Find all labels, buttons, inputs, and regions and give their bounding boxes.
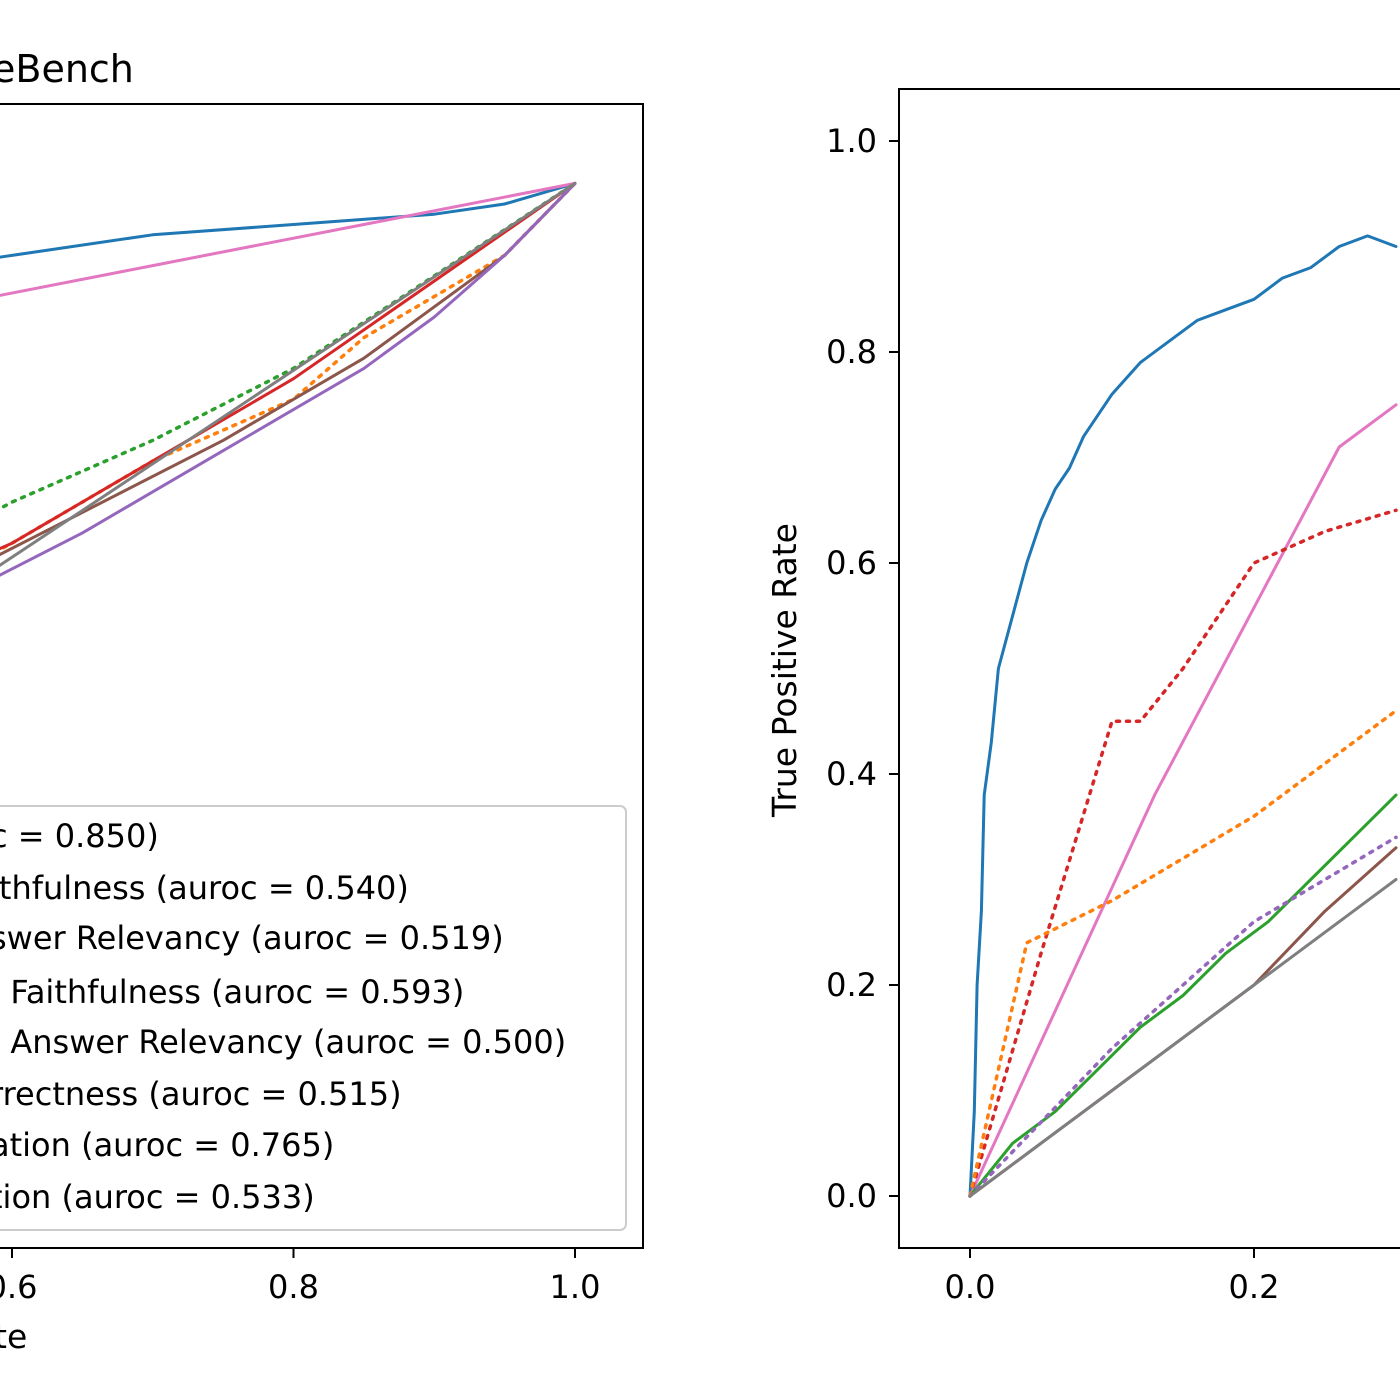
left-x-ticks: 0.6 0.8 1.0 bbox=[0, 1248, 600, 1306]
right-y-tick-label: 0.4 bbox=[826, 755, 877, 793]
left-series-pink bbox=[0, 181, 577, 297]
right-series-brown bbox=[968, 846, 1398, 1198]
left-series-red bbox=[0, 181, 577, 551]
legend-entry-8: tion (auroc = 0.533) bbox=[0, 1178, 315, 1216]
right-series-orange bbox=[968, 708, 1398, 1198]
left-series-purple bbox=[0, 181, 577, 577]
left-x-tick-label: 0.8 bbox=[268, 1268, 319, 1306]
legend: c = 0.850) ithfulness (auroc = 0.540) sw… bbox=[0, 805, 627, 1231]
left-series-gray-diagonal bbox=[0, 181, 577, 567]
right-series-pink bbox=[968, 403, 1398, 1198]
legend-entry-4: · Faithfulness (auroc = 0.593) bbox=[0, 973, 464, 1011]
right-x-ticks: 0.0 0.2 bbox=[945, 1248, 1280, 1306]
legend-entry-1: c = 0.850) bbox=[0, 817, 159, 855]
right-x-tick-label: 0.2 bbox=[1229, 1268, 1280, 1306]
right-y-tick-label: 0.0 bbox=[826, 1177, 877, 1215]
right-y-tick-label: 1.0 bbox=[826, 122, 877, 160]
legend-entry-3: swer Relevancy (auroc = 0.519) bbox=[0, 919, 504, 957]
left-x-tick-label: 1.0 bbox=[550, 1268, 601, 1306]
legend-box bbox=[0, 805, 627, 1231]
right-series-green bbox=[968, 793, 1398, 1198]
legend-entry-2: ithfulness (auroc = 0.540) bbox=[0, 869, 409, 907]
right-series-red bbox=[968, 508, 1398, 1198]
right-roc-chart: 0.0 0.2 0.0 0.2 0.4 0.6 0.8 1.0 True Positive … bbox=[765, 88, 1400, 1306]
left-series-green bbox=[0, 181, 577, 511]
chart-title: eBench bbox=[0, 47, 134, 91]
right-y-tick-label: 0.6 bbox=[826, 544, 877, 582]
left-roc-chart: eBench 0.6 0.8 1.0 te c = 0.850) ithfulnes… bbox=[0, 47, 644, 1356]
legend-entry-5: · Answer Relevancy (auroc = 0.500) bbox=[0, 1023, 566, 1061]
right-y-ticks: 0.0 0.2 0.4 0.6 0.8 1.0 bbox=[826, 122, 899, 1215]
right-y-axis-label: True Positive Rate bbox=[765, 523, 804, 818]
left-series-blue bbox=[0, 181, 577, 259]
right-y-tick-label: 0.2 bbox=[826, 966, 877, 1004]
right-series-group bbox=[968, 234, 1398, 1198]
right-y-tick-label: 0.8 bbox=[826, 333, 877, 371]
right-series-blue bbox=[968, 234, 1398, 1198]
right-series-purple bbox=[968, 835, 1398, 1198]
left-x-tick-label: 0.6 bbox=[0, 1268, 37, 1306]
left-series-group bbox=[0, 181, 577, 577]
legend-entry-7: ation (auroc = 0.765) bbox=[0, 1126, 334, 1164]
legend-entry-6: rrectness (auroc = 0.515) bbox=[0, 1075, 402, 1113]
right-series-gray-diagonal bbox=[968, 878, 1398, 1198]
left-plot-frame bbox=[0, 103, 644, 1249]
right-x-tick-label: 0.0 bbox=[945, 1268, 996, 1306]
left-series-orange bbox=[0, 181, 577, 552]
left-x-axis-label: te bbox=[0, 1317, 27, 1356]
right-plot-frame bbox=[898, 88, 1400, 1249]
